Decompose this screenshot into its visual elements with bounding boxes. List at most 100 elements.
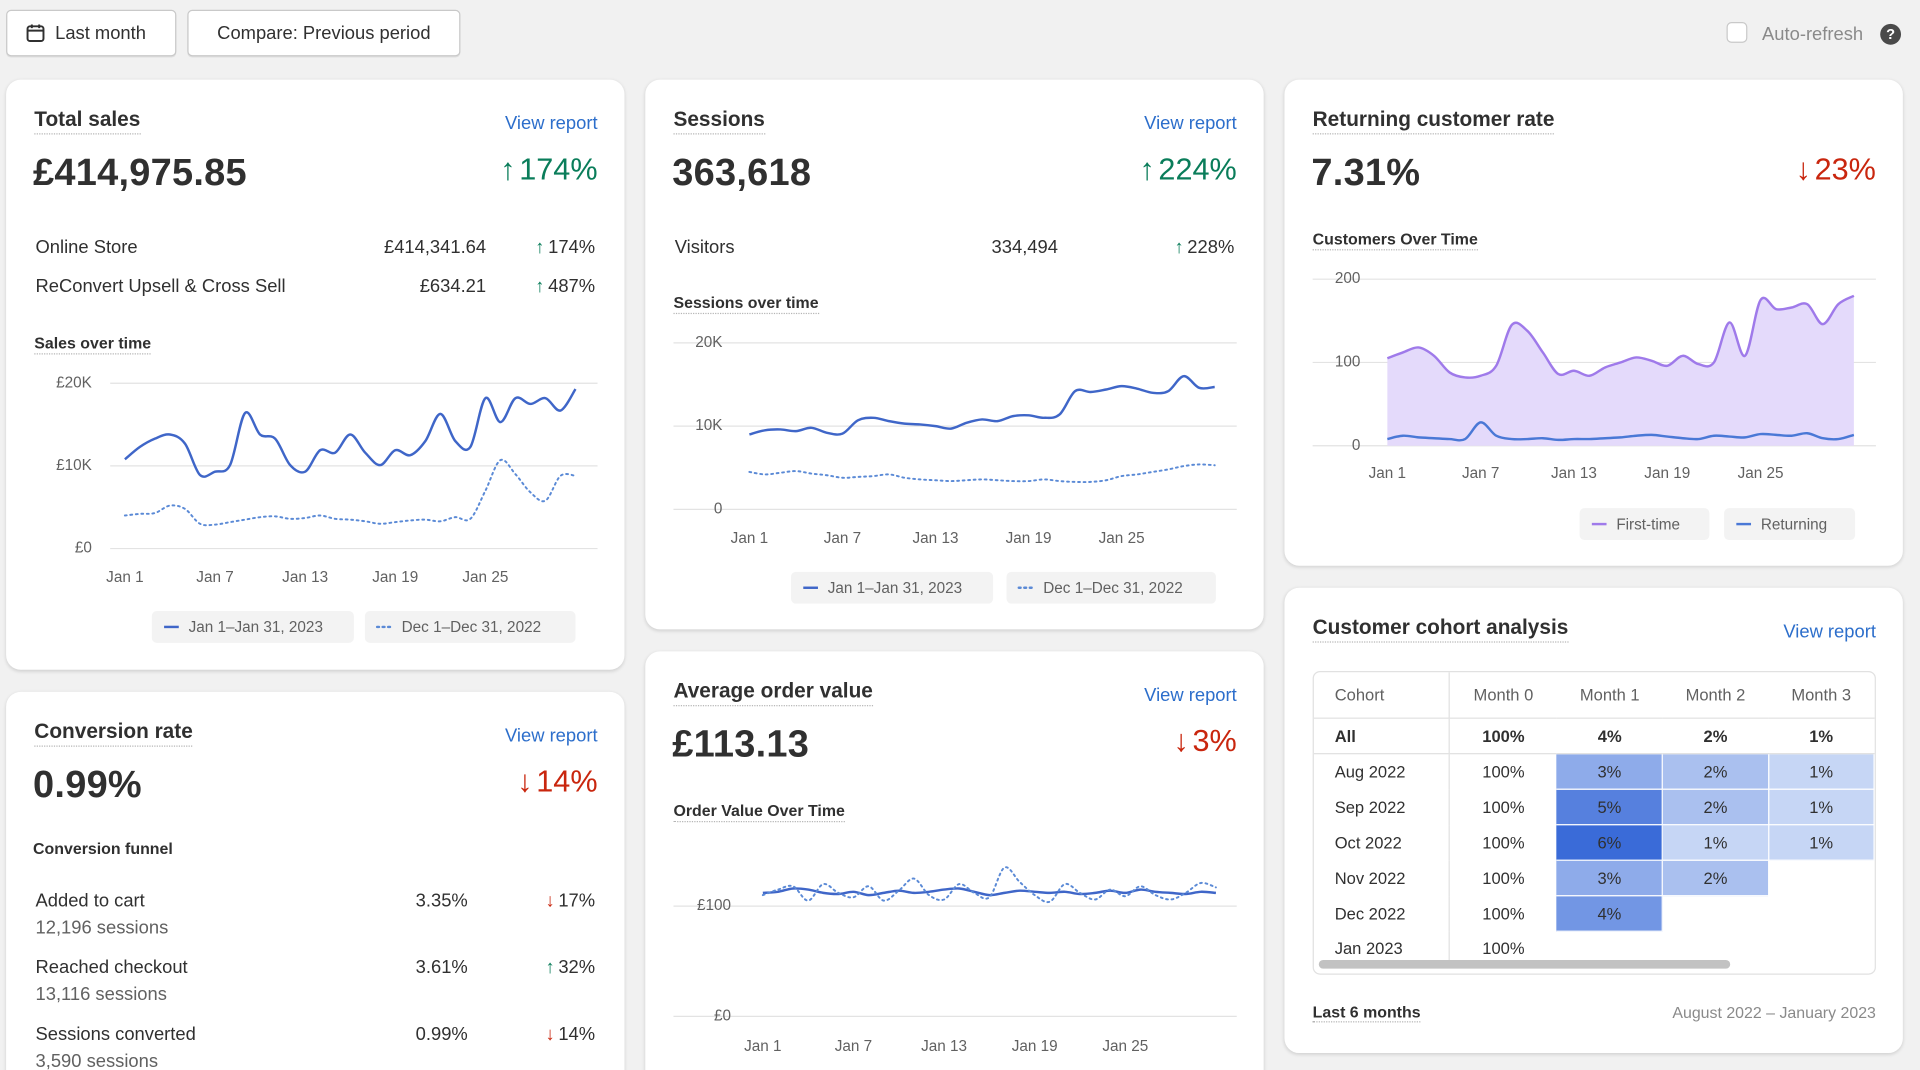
view-report-link[interactable]: View report: [504, 113, 598, 135]
cohort-row: All 100% 4% 2% 1%: [1313, 718, 1875, 755]
series-line: [761, 866, 1217, 904]
cohort-cell: Dec 2022: [1313, 895, 1450, 932]
chart-title: Sales over time: [34, 334, 152, 355]
legend-item: [151, 611, 354, 643]
cohort-cell: 100%: [1482, 904, 1525, 923]
chart-title: Order Value Over Time: [673, 801, 845, 823]
x-tick-label: Jan 19: [1012, 1038, 1058, 1055]
cohort-row: Dec 2022 100% 4%: [1313, 895, 1874, 932]
legend-item: [1579, 508, 1710, 541]
funnel-step-label: Reached checkout: [35, 956, 188, 978]
funnel-step-sessions: 12,196 sessions: [35, 917, 169, 939]
table-head: Cohort Month 0 Month 1 Month 2 Month 3: [1313, 672, 1875, 719]
table-body: All 100% 4% 2% 1% Aug 2022 100% 3% 2% 1% Sep 2022 1…: [1313, 718, 1875, 966]
date-button[interactable]: Last month: [6, 9, 177, 57]
series-line: [124, 388, 577, 478]
y-tick-label: £20K: [56, 374, 93, 391]
y-tick-label: 10K: [695, 417, 723, 434]
cohort-cell: 5%: [1556, 789, 1664, 826]
cohort-cell: 4%: [1556, 895, 1664, 932]
breakdown-value: £634.21: [419, 276, 487, 297]
view-report-link[interactable]: View report: [1144, 113, 1237, 135]
chart-title: Sessions over time: [673, 293, 819, 315]
cohort-cell: Aug 2022: [1313, 753, 1450, 790]
x-tick-label: Jan 19: [1644, 465, 1690, 482]
x-tick-label: Jan 13: [1551, 465, 1597, 482]
date-button-label: Last month: [55, 22, 146, 44]
series-line: [123, 458, 577, 527]
card-title: Customer cohort analysis: [1312, 616, 1569, 643]
cohort-cell: 1%: [1768, 753, 1875, 790]
funnel-step-rate: 3.35%: [415, 890, 468, 912]
column-header: Month 1: [1556, 672, 1663, 719]
x-tick-label: Jan 13: [913, 530, 959, 547]
x-tick-label: Jan 7: [196, 569, 233, 586]
x-tick-label: Jan 7: [1462, 465, 1499, 482]
view-report-link[interactable]: View report: [1144, 685, 1237, 706]
cohort-cell: 1%: [1768, 789, 1875, 826]
auto-refresh-checkbox[interactable]: [1726, 22, 1748, 43]
aov-chart: £0 £100 Jan 1 Jan 7 Jan 13 Jan 19 Jan 25: [673, 866, 1237, 1055]
legend-item: [1006, 571, 1216, 604]
metric-value: £414,975.85: [33, 150, 247, 194]
cohort-row: Nov 2022 100% 3% 2%: [1313, 860, 1874, 897]
cohort-cell: 1%: [1662, 824, 1769, 861]
cohort-row: Aug 2022 100% 3% 2% 1%: [1313, 753, 1875, 790]
card-title: Total sales: [34, 108, 141, 135]
funnel-step-label: Added to cart: [35, 890, 145, 912]
sales-chart: £0 £10K £20K Jan 1 Jan 7 Jan 13 Jan 19 Jan 25 Ja…: [56, 374, 598, 643]
metric-change: 224%: [1139, 152, 1236, 188]
metric-value: 363,618: [672, 150, 812, 194]
x-tick-label: Jan 1: [106, 569, 143, 586]
cohort-cell: 6%: [1556, 824, 1664, 861]
chart-title: Customers Over Time: [1312, 230, 1478, 251]
funnel-title: Conversion funnel: [33, 839, 173, 858]
card-title: Conversion rate: [34, 720, 193, 747]
header-row: Cohort Month 0 Month 1 Month 2 Month 3: [1313, 672, 1875, 719]
x-tick-label: Jan 1: [744, 1038, 781, 1055]
cohort-cell: 2%: [1662, 789, 1769, 826]
svg-text:?: ?: [1886, 27, 1895, 43]
y-tick-label: 0: [1352, 437, 1361, 454]
sessions-card: Sessions View report 363,618 224% Visito…: [645, 79, 1264, 630]
cohort-cell: Sep 2022: [1313, 789, 1450, 825]
cohort-cell: 3%: [1556, 753, 1664, 790]
cohort-cell: 2%: [1662, 718, 1769, 755]
x-tick-label: Jan 1: [731, 530, 768, 547]
cohort-cell: 100%: [1482, 762, 1525, 781]
customers-chart: 0 100 200 Jan 1 Jan 7 Jan 13 Jan 19 Jan 25 First…: [1312, 270, 1876, 541]
cohort-cell: 100%: [1482, 868, 1525, 888]
metric-change: 3%: [1174, 724, 1236, 760]
cohort-card: Customer cohort analysis View report Coh…: [1284, 587, 1903, 1054]
compare-button[interactable]: Compare: Previous period: [187, 9, 461, 57]
scrollbar[interactable]: [1318, 960, 1731, 969]
metric-value: 7.31%: [1311, 150, 1421, 194]
cohort-cell: 2%: [1662, 753, 1769, 790]
x-tick-label: Jan 13: [921, 1038, 967, 1055]
series-line: [1386, 294, 1855, 379]
total-sales-card: Total sales View report £414,975.85 174%…: [6, 79, 625, 670]
x-tick-label: Jan 25: [462, 569, 508, 586]
cohort-cell: 100%: [1449, 718, 1557, 755]
cohort-range: August 2022 – January 2023: [1672, 1003, 1876, 1022]
view-report-link[interactable]: View report: [504, 725, 598, 747]
help-icon[interactable]: ?: [1880, 23, 1902, 45]
cohort-cell: Nov 2022: [1313, 860, 1450, 896]
legend-label: First-time: [1616, 516, 1680, 533]
y-tick-label: 0: [714, 500, 723, 517]
legend-label: Returning: [1761, 516, 1827, 533]
auto-refresh-label: Auto-refresh: [1762, 23, 1864, 45]
card-title: Average order value: [673, 679, 873, 707]
column-header: Cohort: [1313, 672, 1450, 719]
cohort-cell: All: [1313, 718, 1450, 755]
legend-label: Jan 1–Jan 31, 2023: [828, 580, 962, 597]
x-tick-label: Jan 25: [1099, 530, 1145, 547]
calendar-icon: [26, 24, 45, 43]
breakdown-label: Online Store: [35, 236, 138, 258]
cohort-cell: 100%: [1482, 939, 1525, 958]
view-report-link[interactable]: View report: [1783, 621, 1876, 643]
column-header: Month 3: [1768, 672, 1875, 719]
cohort-row: Oct 2022 100% 6% 1% 1%: [1313, 824, 1875, 861]
series-line: [749, 374, 1215, 436]
aov-card: Average order value View report £113.13 …: [645, 651, 1264, 1070]
